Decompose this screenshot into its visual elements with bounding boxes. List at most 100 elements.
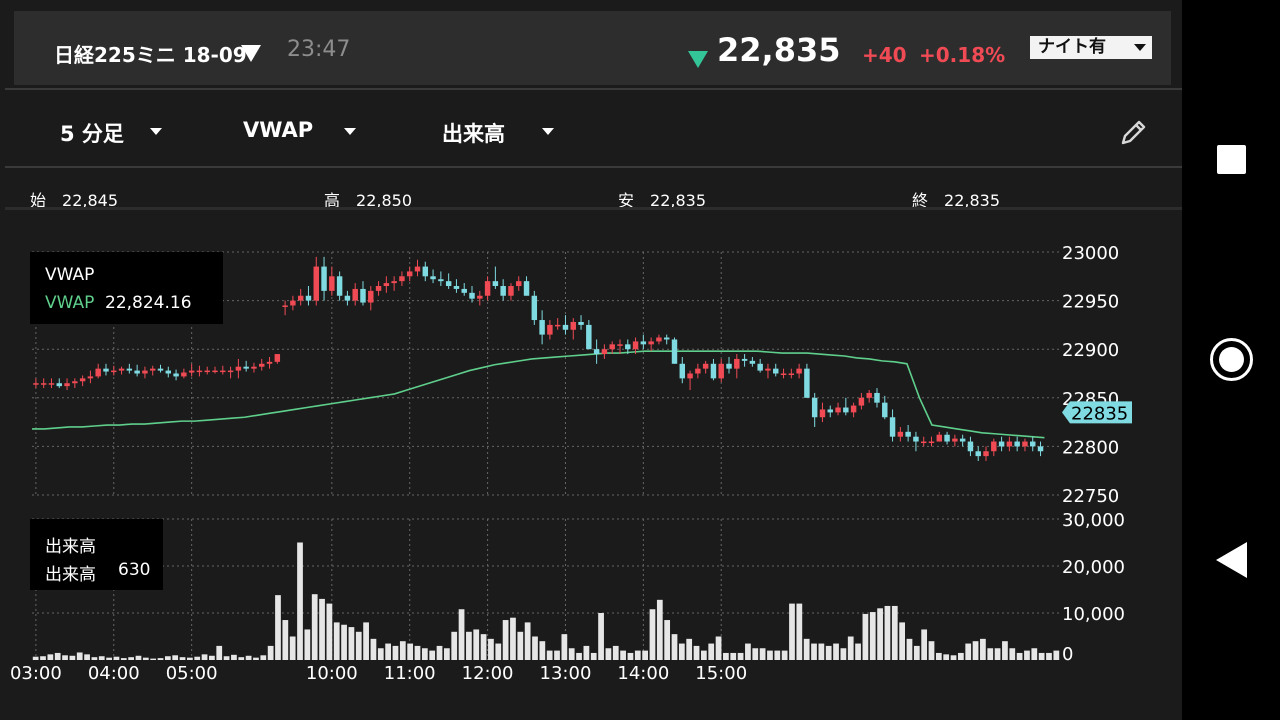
ohlc-open: 始 22,845 bbox=[30, 191, 118, 210]
candle-body bbox=[593, 349, 600, 355]
last-price-marker bbox=[1062, 401, 1132, 424]
price-volume-chart[interactable]: 23000229502290022850228002275030,00020,0… bbox=[0, 0, 1182, 720]
triangle-down-icon bbox=[688, 51, 708, 68]
candle-body bbox=[959, 438, 966, 442]
candle-body bbox=[765, 368, 771, 371]
volume-bar bbox=[363, 622, 369, 660]
volume-bar bbox=[98, 656, 105, 660]
volume-bar bbox=[524, 622, 531, 660]
volume-bar bbox=[811, 643, 817, 660]
candle-body bbox=[40, 383, 47, 385]
candle-body bbox=[1037, 446, 1044, 452]
candle-body bbox=[741, 358, 748, 361]
volume-bar bbox=[216, 645, 223, 660]
volume-bar bbox=[245, 655, 252, 660]
volume-bar bbox=[172, 655, 179, 660]
volume-legend-value: 630 bbox=[118, 560, 151, 580]
divider bbox=[5, 88, 1182, 90]
volume-bar bbox=[238, 657, 245, 660]
volume-bar bbox=[723, 652, 729, 660]
candle-body bbox=[422, 266, 429, 277]
volume-bar bbox=[532, 636, 538, 660]
candle-body bbox=[297, 295, 304, 301]
volume-bar bbox=[414, 645, 421, 660]
divider bbox=[5, 207, 1182, 210]
volume-bar bbox=[877, 608, 883, 660]
candle-body bbox=[811, 397, 818, 418]
candle-body bbox=[702, 363, 709, 369]
candle-body bbox=[952, 438, 958, 442]
candle-body bbox=[570, 321, 576, 330]
candle-body bbox=[788, 373, 795, 375]
volume-bar bbox=[164, 656, 171, 660]
candle-body bbox=[142, 370, 148, 374]
candle-body bbox=[212, 370, 218, 373]
caret-down-icon[interactable] bbox=[542, 128, 554, 135]
volume-bar bbox=[451, 631, 458, 660]
sub-indicator-dropdown[interactable]: 出来高 bbox=[442, 122, 505, 146]
volume-bar bbox=[649, 609, 656, 660]
volume-bar bbox=[664, 620, 671, 660]
volume-bar bbox=[921, 629, 928, 660]
home-button[interactable] bbox=[1210, 338, 1253, 381]
interval-dropdown[interactable]: 5 分足 bbox=[60, 122, 124, 146]
back-button[interactable] bbox=[1216, 542, 1247, 578]
volume-bar bbox=[135, 655, 142, 660]
volume-bar bbox=[1002, 641, 1008, 660]
candle-body bbox=[632, 341, 639, 350]
volume-bar bbox=[935, 652, 942, 660]
candle-body bbox=[48, 383, 55, 385]
volume-bar bbox=[965, 643, 972, 660]
volume-tick-label: 30,000 bbox=[1062, 510, 1125, 531]
session-dropdown[interactable]: ナイト有 bbox=[1030, 36, 1152, 59]
volume-bar bbox=[891, 605, 898, 660]
volume-bar bbox=[855, 643, 861, 660]
recents-button[interactable] bbox=[1217, 145, 1246, 174]
time-tick-label: 12:00 bbox=[462, 663, 514, 684]
candle-body bbox=[445, 281, 452, 287]
volume-bar bbox=[502, 620, 509, 660]
candle-body bbox=[609, 344, 615, 350]
candle-body bbox=[461, 288, 467, 293]
volume-bar bbox=[546, 650, 553, 660]
caret-down-icon bbox=[1134, 44, 1146, 51]
candle-body bbox=[375, 286, 382, 291]
candle-body bbox=[406, 271, 413, 277]
volume-bar bbox=[884, 605, 891, 660]
candle-body bbox=[383, 283, 390, 287]
caret-down-icon[interactable] bbox=[150, 128, 162, 135]
candle-body bbox=[243, 366, 249, 369]
volume-bar bbox=[253, 657, 259, 660]
volume-bar bbox=[326, 603, 333, 660]
candle-body bbox=[33, 383, 39, 385]
volume-bar bbox=[568, 648, 575, 660]
volume-bar bbox=[47, 654, 54, 660]
volume-bar bbox=[642, 650, 648, 660]
candle-body bbox=[344, 295, 351, 301]
volume-tick-label: 20,000 bbox=[1062, 557, 1125, 578]
volume-bar bbox=[803, 638, 810, 660]
volume-bar bbox=[1009, 648, 1016, 660]
volume-bar bbox=[693, 645, 700, 660]
volume-bar bbox=[231, 654, 237, 660]
symbol-selector[interactable]: 日経225ミニ 18-09 bbox=[54, 43, 247, 67]
indicator-dropdown[interactable]: VWAP bbox=[243, 118, 314, 142]
volume-bar bbox=[187, 657, 193, 660]
candle-body bbox=[539, 320, 545, 335]
time-tick-label: 13:00 bbox=[540, 663, 592, 684]
pencil-icon[interactable] bbox=[1118, 116, 1150, 148]
vwap-legend-label: VWAP bbox=[45, 293, 95, 313]
volume-bar bbox=[444, 648, 450, 660]
candle-body bbox=[749, 360, 756, 364]
candle-body bbox=[305, 295, 312, 301]
candle-body bbox=[780, 373, 787, 375]
volume-bar bbox=[304, 629, 311, 660]
volume-bar bbox=[510, 617, 516, 660]
candle-body bbox=[453, 286, 460, 289]
caret-down-icon[interactable] bbox=[241, 45, 261, 62]
volume-bar bbox=[150, 658, 157, 660]
volume-bar bbox=[392, 645, 399, 660]
volume-bar bbox=[708, 643, 715, 660]
caret-down-icon[interactable] bbox=[344, 128, 356, 135]
volume-bar bbox=[899, 622, 905, 660]
